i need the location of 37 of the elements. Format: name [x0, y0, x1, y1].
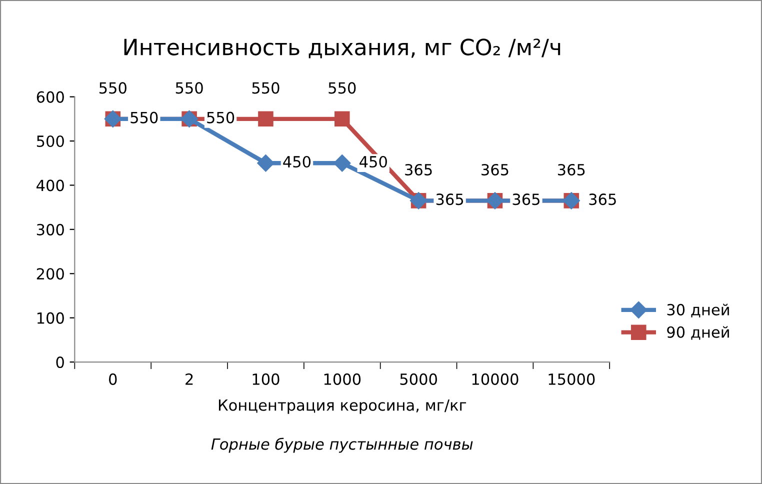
y-tick-label: 200	[36, 268, 64, 280]
point	[257, 154, 274, 172]
text: Горные бурые пустынные почвы	[211, 438, 473, 453]
data-label: 550	[207, 112, 234, 124]
data-label: 550	[252, 82, 280, 94]
data-label: 365	[589, 194, 616, 206]
y-tick-label: 400	[36, 180, 64, 192]
x-tick-label: 100	[252, 373, 280, 385]
y-tick-label: 500	[36, 135, 64, 148]
data-label: 365	[558, 164, 585, 176]
x-tick-label: 0	[109, 373, 117, 385]
x-tick-label: 15000	[548, 373, 595, 385]
data-label: 365	[405, 164, 432, 176]
y-tick-label: 0	[56, 356, 64, 368]
x-tick-label: 10000	[472, 373, 518, 385]
data-label: 550	[176, 82, 203, 94]
y-tick-label: 600	[36, 91, 64, 103]
data-label: 550	[99, 82, 126, 94]
x-tick-label: 5000	[400, 373, 437, 385]
x-tick-label: 2	[186, 373, 193, 385]
data-label: 365	[436, 194, 464, 206]
legend-label: 90 дней	[667, 326, 729, 340]
point	[334, 111, 350, 127]
data-label: 550	[328, 82, 356, 94]
point	[258, 111, 274, 127]
chart-title: Интенсивность дыхания, мг CO₂ /м²/ч	[124, 38, 560, 58]
x-axis-title: Концентрация керосина, мг/кг	[218, 400, 466, 414]
data-label: 450	[283, 156, 311, 168]
y-tick-label: 100	[37, 312, 64, 324]
y-tick-label: 300	[36, 224, 64, 236]
data-label: 550	[130, 112, 158, 124]
data-label: 450	[360, 156, 387, 168]
legend-label: 30 дней	[667, 304, 729, 318]
x-tick-label: 1000	[324, 373, 361, 385]
data-label: 365	[482, 164, 508, 176]
point	[334, 154, 351, 172]
data-label: 365	[512, 194, 540, 206]
